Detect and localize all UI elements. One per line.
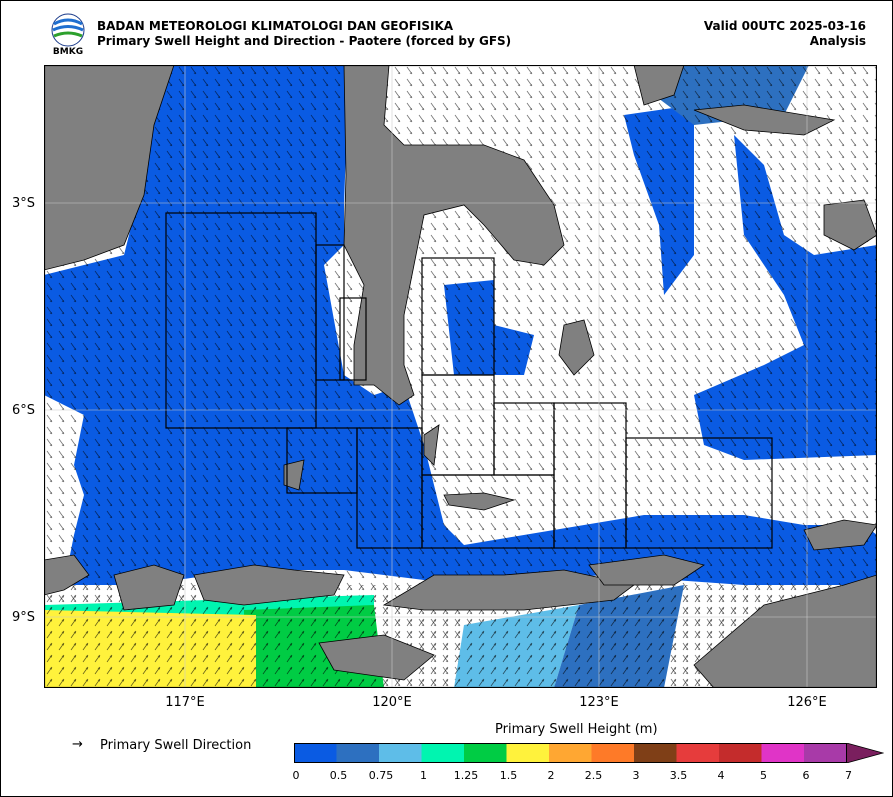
- land-borneo: [44, 65, 175, 271]
- colorbar-tick-label: 1: [420, 769, 427, 782]
- direction-legend-label: Primary Swell Direction: [100, 738, 252, 753]
- colorbar-segment: [336, 743, 379, 763]
- bmkg-logo: BMKG: [51, 13, 85, 56]
- land-buton: [558, 319, 595, 376]
- colorbar-tick-label: 0: [292, 769, 300, 782]
- land-bali: [113, 564, 185, 611]
- lon-label-120e: 120°E: [372, 695, 412, 710]
- land-lombok: [193, 564, 345, 606]
- lon-label-123e: 123°E: [579, 695, 619, 710]
- lat-label-9s: 9°S: [12, 610, 36, 625]
- colorbar-segment: [634, 743, 677, 763]
- colorbar-segment: [719, 743, 762, 763]
- map-border: [44, 65, 877, 688]
- validity-info: Valid 00UTC 2025-03-16 Analysis: [704, 19, 866, 49]
- colorbar-tick-label: 2: [547, 769, 555, 782]
- land-java-east: [44, 554, 90, 596]
- forecast-zones: [165, 212, 773, 549]
- map-gridlines: [44, 65, 877, 688]
- lon-label-126e: 126°E: [787, 695, 827, 710]
- swell-map: [44, 65, 877, 688]
- land-islands-south: [443, 492, 516, 511]
- land-sulawesi: [343, 65, 565, 406]
- colorbar-tick-label: 0.5: [329, 769, 348, 782]
- lat-label-3s: 3°S: [12, 196, 36, 211]
- lat-label-6s: 6°S: [12, 403, 36, 418]
- colorbar-segment: [294, 743, 337, 763]
- land-selayar: [423, 424, 440, 466]
- land-timor: [693, 574, 877, 688]
- valid-time: Valid 00UTC 2025-03-16: [703, 19, 866, 33]
- colorbar-tick-label: 5: [760, 769, 767, 782]
- colorbar-tick-label: 2.5: [584, 769, 603, 782]
- colorbar-outline: [294, 743, 847, 763]
- colorbar-tick-label: 7: [845, 769, 852, 782]
- colorbar-tick-label: 3.5: [669, 769, 688, 782]
- colorbar: [294, 743, 884, 763]
- colorbar-tick-label: 1.25: [453, 769, 479, 782]
- colorbar-segment: [506, 743, 549, 763]
- colorbar-segment: [464, 743, 507, 763]
- colorbar-tick-label: 3: [632, 769, 640, 782]
- product-name: Primary Swell Height and Direction - Pao…: [97, 34, 512, 48]
- land-masses: [44, 65, 877, 688]
- colorbar-segment: [549, 743, 592, 763]
- land-sumba: [318, 634, 435, 681]
- colorbar-segment: [421, 743, 464, 763]
- lon-label-117e: 117°E: [165, 695, 205, 710]
- colorbar-segment: [804, 743, 847, 763]
- colorbar-segment: [379, 743, 422, 763]
- colorbar-tick-label: 1.5: [499, 769, 518, 782]
- colorbar-segment: [591, 743, 634, 763]
- colorbar-segment: [761, 743, 804, 763]
- colorbar-tick-label: 6: [802, 769, 810, 782]
- land-kangean: [283, 459, 305, 491]
- land-buru: [633, 65, 685, 106]
- analysis-label: Analysis: [809, 34, 866, 48]
- colorbar-extend-arrow: [846, 743, 884, 763]
- colorbar-title: Primary Swell Height (m): [495, 722, 658, 737]
- agency-name: BADAN METEOROLOGI KLIMATOLOGI DAN GEOFIS…: [97, 19, 454, 33]
- figure-title: BADAN METEOROLOGI KLIMATOLOGI DAN GEOFIS…: [97, 19, 511, 49]
- land-seram: [693, 104, 836, 136]
- colorbar-segment: [676, 743, 719, 763]
- land-tanimbar: [823, 199, 877, 251]
- svg-text:BMKG: BMKG: [53, 47, 83, 56]
- colorbar-tick-label: 0.75: [368, 769, 394, 782]
- direction-arrow-icon: →: [72, 737, 83, 752]
- land-flores: [588, 554, 705, 586]
- land-wetar: [803, 519, 877, 551]
- colorbar-tick-label: 4: [717, 769, 725, 782]
